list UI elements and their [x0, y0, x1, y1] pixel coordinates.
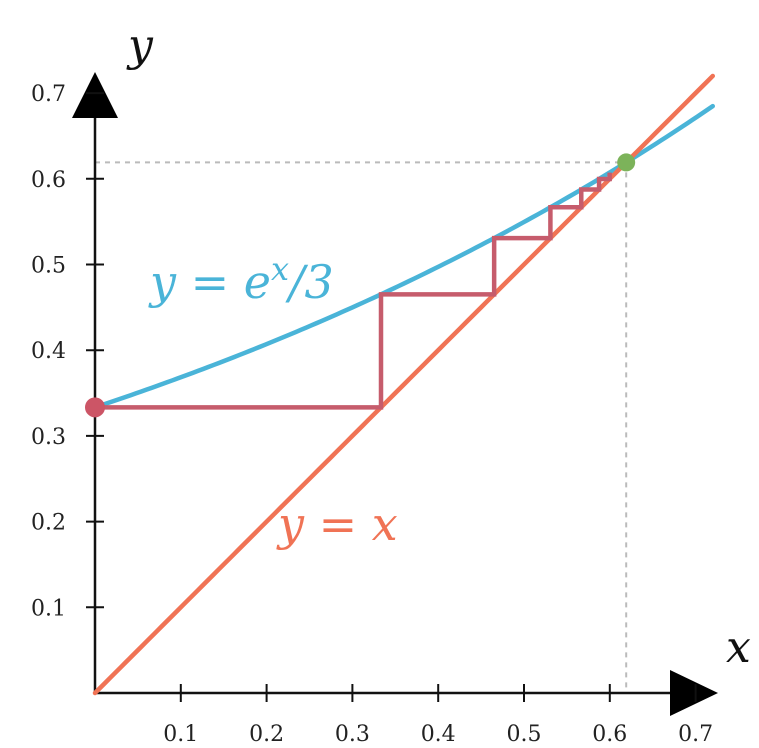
curve-label-exp: y = ex/3 [148, 250, 334, 309]
series-line-exp [92, 103, 716, 410]
x-axis-arrowhead [670, 670, 718, 716]
fixed-point-guides [95, 161, 628, 693]
x-tick-label: 0.4 [421, 722, 456, 747]
cobweb-path-group [95, 172, 612, 410]
y-tick-label: 0.4 [31, 339, 66, 364]
curve-label-exp-base: y = e [148, 255, 271, 309]
curve-label-exp-divisor: /3 [285, 255, 334, 309]
curve-label-exp-exponent: x [271, 250, 289, 288]
x-axis-label: x [726, 622, 751, 673]
x-tick-label: 0.3 [335, 722, 370, 747]
y-tick-label: 0.6 [31, 168, 66, 193]
y-tick-label: 0.5 [31, 254, 66, 279]
start-point [85, 397, 105, 418]
points [85, 153, 636, 418]
curve-label-identity: y = x [276, 497, 398, 551]
cobweb-path [95, 172, 612, 410]
y-tick-label: 0.7 [31, 82, 66, 107]
y-tick-label: 0.2 [31, 511, 66, 536]
y-ticks: 0.1 0.2 0.3 0.4 0.5 0.6 0.7 [31, 82, 104, 621]
x-tick-label: 0.6 [592, 722, 627, 747]
y-axis-label: y [126, 20, 154, 71]
x-tick-label: 0.1 [163, 722, 198, 747]
x-tick-label: 0.2 [249, 722, 284, 747]
y-tick-label: 0.1 [31, 596, 66, 621]
fixed-point [617, 153, 636, 172]
x-tick-label: 0.7 [678, 722, 713, 747]
y-axis-arrowhead [72, 72, 118, 118]
x-ticks: 0.1 0.2 0.3 0.4 0.5 0.6 0.7 [163, 684, 713, 747]
x-tick-label: 0.5 [507, 722, 542, 747]
y-tick-label: 0.3 [31, 425, 66, 450]
